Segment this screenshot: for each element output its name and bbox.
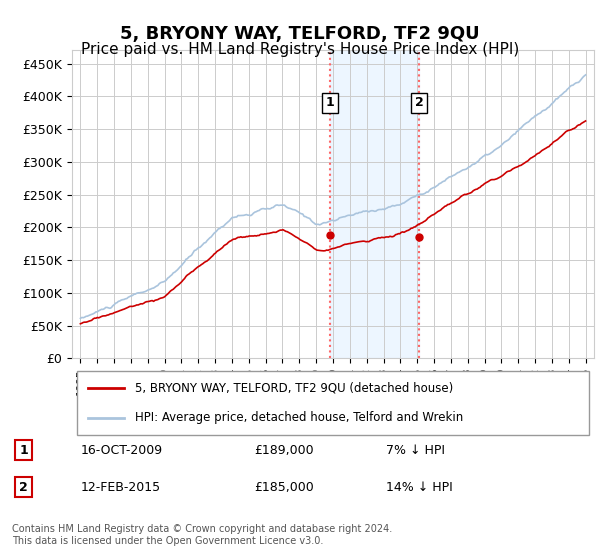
Text: 1: 1 [325, 96, 334, 109]
Text: 2: 2 [19, 480, 28, 494]
Text: 14% ↓ HPI: 14% ↓ HPI [386, 480, 453, 494]
Bar [329, 50, 419, 358]
Text: 7% ↓ HPI: 7% ↓ HPI [386, 444, 445, 457]
Text: £185,000: £185,000 [254, 480, 314, 494]
Text: Contains HM Land Registry data © Crown copyright and database right 2024.
This d: Contains HM Land Registry data © Crown c… [12, 524, 392, 546]
Text: 5, BRYONY WAY, TELFORD, TF2 9QU (detached house): 5, BRYONY WAY, TELFORD, TF2 9QU (detache… [134, 382, 453, 395]
Text: 2: 2 [415, 96, 423, 109]
FancyBboxPatch shape [77, 371, 589, 436]
Text: 5, BRYONY WAY, TELFORD, TF2 9QU: 5, BRYONY WAY, TELFORD, TF2 9QU [120, 25, 480, 43]
Text: 1: 1 [19, 444, 28, 457]
Text: HPI: Average price, detached house, Telford and Wrekin: HPI: Average price, detached house, Telf… [134, 412, 463, 424]
Text: Price paid vs. HM Land Registry's House Price Index (HPI): Price paid vs. HM Land Registry's House … [81, 42, 519, 57]
Text: 12-FEB-2015: 12-FEB-2015 [81, 480, 161, 494]
Text: 16-OCT-2009: 16-OCT-2009 [81, 444, 163, 457]
Text: £189,000: £189,000 [254, 444, 314, 457]
